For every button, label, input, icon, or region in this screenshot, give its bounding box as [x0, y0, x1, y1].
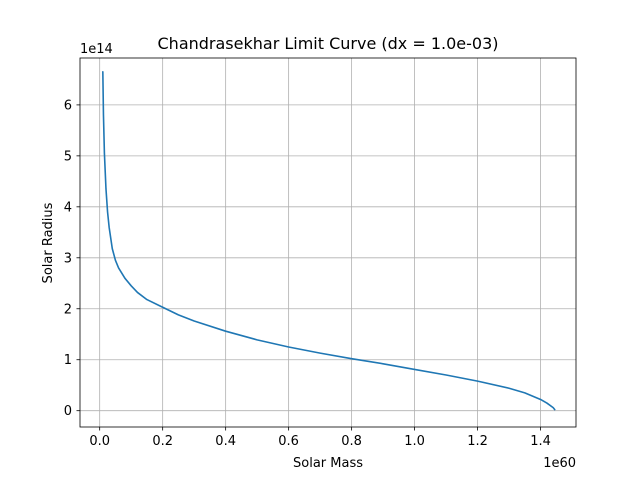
y-tick-label: 6 [64, 98, 72, 113]
plot-frame [79, 57, 577, 428]
x-tick-label: 0.6 [278, 434, 299, 449]
x-tick-label: 0.8 [341, 434, 362, 449]
y-tick-label: 4 [64, 200, 72, 215]
x-offset-label: 1e60 [543, 456, 576, 471]
x-tick-label: 0.0 [89, 434, 110, 449]
x-tick-label: 1.4 [530, 434, 551, 449]
y-tick-label: 1 [64, 353, 72, 368]
ticks: 0.0 0.2 0.4 0.6 0.8 1.0 1.2 1.4 0 1 2 3 4 5 6 [64, 98, 551, 449]
x-tick-label: 1.2 [467, 434, 488, 449]
y-tick-label: 5 [64, 149, 72, 164]
y-tick-label: 2 [64, 302, 72, 317]
x-axis-label: Solar Mass [293, 456, 363, 471]
y-tick-label: 0 [64, 404, 72, 419]
series [102, 70, 556, 411]
x-tick-label: 0.4 [215, 434, 236, 449]
y-axis-label: Solar Radius [41, 202, 56, 283]
x-tick-label: 0.2 [152, 434, 173, 449]
y-offset-label: 1e14 [80, 42, 113, 57]
series-line [102, 70, 556, 411]
chart-title: Chandrasekhar Limit Curve (dx = 1.0e-03) [158, 34, 499, 53]
grid [80, 58, 576, 427]
y-tick-label: 3 [64, 251, 72, 266]
x-tick-label: 1.0 [404, 434, 425, 449]
